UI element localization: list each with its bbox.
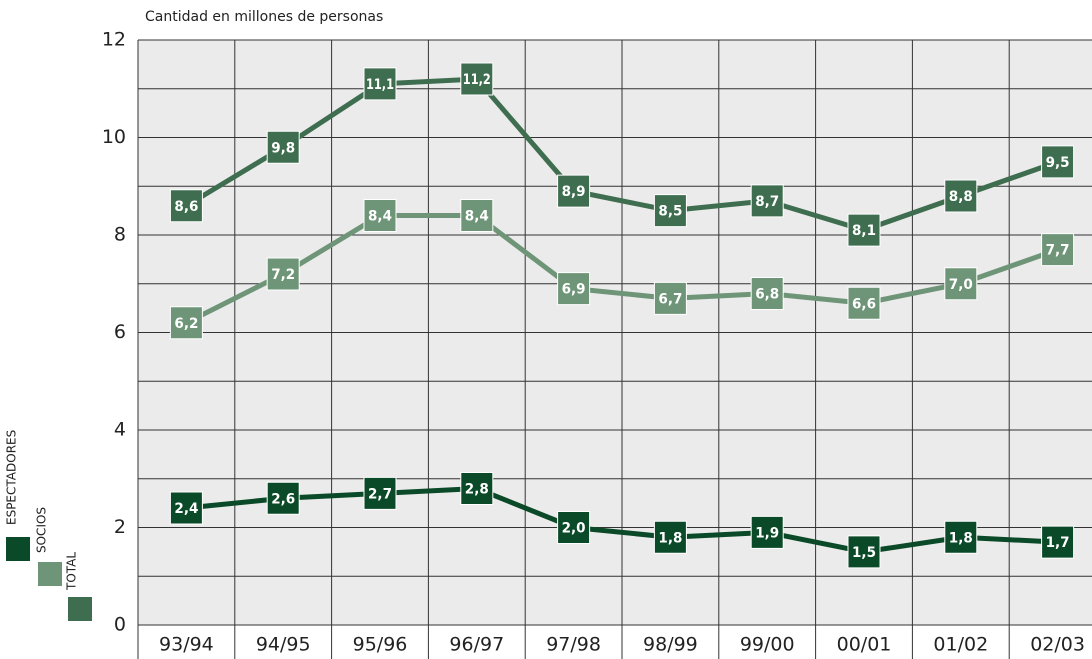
x-tick-label: 94/95 xyxy=(256,634,311,656)
data-label: 6,8 xyxy=(755,287,779,303)
series-line xyxy=(185,213,1059,325)
data-label: 11,1 xyxy=(366,77,394,93)
x-tick-label: 93/94 xyxy=(159,634,214,656)
data-marker xyxy=(1041,233,1075,267)
y-tick-label: 8 xyxy=(114,224,126,246)
data-marker xyxy=(557,511,591,544)
data-label: 2,8 xyxy=(465,482,489,498)
data-label: 8,7 xyxy=(755,194,779,210)
data-label: 6,9 xyxy=(562,282,586,298)
legend-label: SOCIOS xyxy=(35,507,49,553)
data-label: 11,2 xyxy=(463,72,491,88)
series-line xyxy=(185,76,1059,233)
data-marker xyxy=(944,520,978,554)
data-marker xyxy=(169,306,203,340)
data-label: 8,5 xyxy=(658,204,682,220)
series-line xyxy=(186,485,1058,555)
y-tick-label: 4 xyxy=(114,419,126,441)
data-marker xyxy=(363,67,397,101)
y-tick-label: 2 xyxy=(114,516,126,538)
x-tick-label: 96/97 xyxy=(449,634,504,656)
data-marker xyxy=(750,184,784,218)
x-tick-label: 00/01 xyxy=(837,634,892,656)
data-marker xyxy=(363,476,397,510)
data-marker xyxy=(847,213,881,247)
data-label: 8,1 xyxy=(852,223,876,239)
legend-label: ESPECTADORES xyxy=(5,430,19,525)
data-marker xyxy=(944,179,978,213)
data-label: 7,7 xyxy=(1046,243,1070,259)
y-tick-label: 0 xyxy=(114,614,126,636)
data-label: 6,2 xyxy=(174,316,198,332)
data-marker xyxy=(266,257,300,291)
data-marker xyxy=(750,277,784,310)
x-tick-label: 02/03 xyxy=(1030,634,1085,656)
data-marker xyxy=(266,130,300,164)
legend-label: TOTAL xyxy=(65,552,79,591)
data-label: 6,7 xyxy=(658,291,682,307)
data-marker xyxy=(1041,145,1075,179)
legend-swatch xyxy=(38,562,62,586)
y-axis-title: Cantidad en millones de personas xyxy=(145,9,383,25)
x-tick-label: 98/99 xyxy=(643,634,698,656)
data-label: 8,8 xyxy=(949,189,973,205)
data-label: 1,7 xyxy=(1046,535,1070,551)
y-tick-label: 6 xyxy=(114,321,126,343)
x-tick-label: 97/98 xyxy=(546,634,601,656)
data-marker xyxy=(847,286,881,320)
data-label: 1,8 xyxy=(658,530,682,546)
data-marker xyxy=(944,267,978,301)
data-marker xyxy=(460,199,494,232)
data-label: 9,8 xyxy=(271,140,295,156)
data-marker xyxy=(363,199,397,232)
data-label: 1,9 xyxy=(755,525,779,541)
data-label: 2,4 xyxy=(174,501,198,517)
data-marker xyxy=(460,472,494,505)
y-tick-label: 12 xyxy=(102,29,126,51)
data-marker xyxy=(557,174,591,208)
legend-swatch xyxy=(6,537,30,561)
data-marker xyxy=(169,491,203,525)
data-marker xyxy=(653,520,687,554)
data-marker xyxy=(1041,525,1075,559)
data-label: 1,5 xyxy=(852,545,876,561)
data-marker xyxy=(557,272,591,306)
data-label: 2,7 xyxy=(368,486,392,502)
data-label: 2,6 xyxy=(271,491,295,507)
data-label: 2,0 xyxy=(562,521,586,537)
data-label: 7,2 xyxy=(271,267,295,283)
data-label: 8,4 xyxy=(368,209,392,225)
data-label: 6,6 xyxy=(852,296,876,312)
data-marker xyxy=(750,515,784,549)
data-marker xyxy=(460,62,494,96)
x-tick-label: 01/02 xyxy=(933,634,988,656)
data-label: 8,6 xyxy=(174,199,198,215)
x-tick-label: 99/00 xyxy=(740,634,795,656)
data-label: 9,5 xyxy=(1046,155,1070,171)
legend-swatch xyxy=(68,597,92,621)
data-label: 8,4 xyxy=(465,209,489,225)
data-label: 7,0 xyxy=(949,277,973,293)
data-label: 1,8 xyxy=(949,530,973,546)
data-label: 8,9 xyxy=(562,184,586,200)
data-marker xyxy=(266,481,300,515)
x-tick-label: 95/96 xyxy=(353,634,408,656)
data-marker xyxy=(653,281,687,315)
y-tick-label: 10 xyxy=(102,126,126,148)
data-marker xyxy=(653,194,687,228)
data-marker xyxy=(847,535,881,569)
data-marker xyxy=(169,189,203,223)
